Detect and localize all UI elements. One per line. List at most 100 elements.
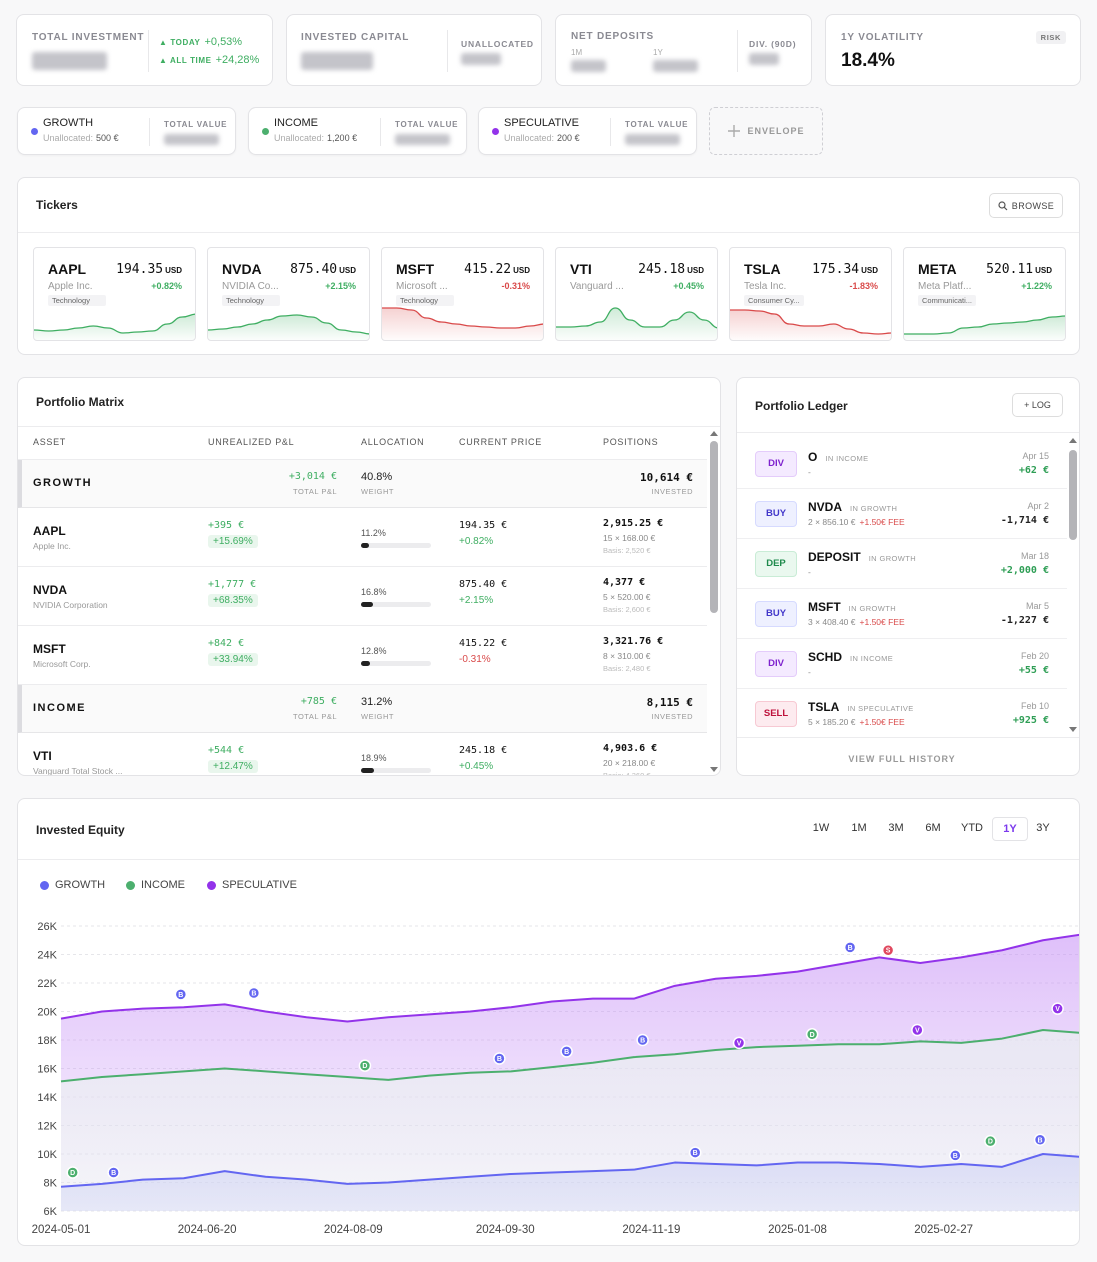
price-change: -0.31% [459,654,491,665]
envelope-card[interactable]: SPECULATIVE Unallocated: 200 € TOTAL VALUE [478,107,697,155]
divider [610,118,611,146]
allocation-bar [361,602,373,607]
series-line [60,1029,1079,1083]
price-change: +2.15% [459,595,494,606]
ledger-entry[interactable]: BUY MSFT IN GROWTH 3 × 408.40 € +1.50€ FEE Ma… [737,589,1067,639]
browse-button[interactable]: BROWSE [989,193,1063,218]
y-tick-label: 10K [37,1149,57,1161]
entry-detail: 5 × 185.20 € [808,717,856,727]
add-envelope-button[interactable]: ENVELOPE [709,107,823,155]
search-icon [998,200,1008,210]
asset-row[interactable]: MSFT Microsoft Corp. +842 € +33.94% 12.8% 415… [18,626,707,685]
event-marker-label: B [693,1150,698,1157]
positions-value: 2,915.25 € [603,518,664,529]
allocation-track [361,602,431,607]
ledger-entry[interactable]: BUY NVDA IN GROWTH 2 × 856.10 € +1.50€ FEE Ap… [737,489,1067,539]
entry-symbol: NVDA [808,500,843,514]
range-button[interactable]: 3M [888,822,904,834]
change-value: +24,28% [215,54,260,66]
ticker-card[interactable]: TSLA 175.34 USD Tesla Inc. -1.83% Consumer Cy… [729,247,892,341]
entry-detail-row: 5 × 185.20 € +1.50€ FEE [808,717,905,727]
volatility-value: 18.4% [841,50,895,71]
group-name: INCOME [33,702,86,714]
event-marker-label: V [915,1028,920,1035]
entry-type: BUY [755,601,797,627]
event-marker [949,1149,962,1162]
label: NET DEPOSITS [571,31,654,42]
range-button[interactable]: 6M [925,822,941,834]
scroll-down [1069,727,1077,732]
ticker-price: 194.35 [116,262,164,277]
ledger-entry[interactable]: DIV SCHD IN INCOME - Feb 20 +55 € [737,639,1067,689]
ticker-card[interactable]: META 520.11 USD Meta Platf... +1.22% Communic… [903,247,1066,341]
entry-amount: -1,227 € [1000,615,1049,626]
current-price: 245.18 € [459,745,508,756]
positions-value: 3,321.76 € [603,636,664,647]
label: INVESTED [651,487,693,496]
divider [18,459,707,460]
scrollbar [710,431,718,772]
unallocated-row: Unallocated: 500 € [43,133,119,143]
event-marker [560,1045,573,1058]
invested-capital-card: INVESTED CAPITAL UNALLOCATED [286,14,542,86]
legend-dot [126,880,135,890]
ledger-entry[interactable]: DEP DEPOSIT IN GROWTH - Mar 18 +2,000 € [737,539,1067,589]
entry-envelope: IN INCOME [850,654,894,663]
equity-chart: 6K 8K 10K 12K 14K 16K 18K 20K 22K 24K 26K 2024-05-0… [32,921,1079,1236]
envelope-card[interactable]: GROWTH Unallocated: 500 € TOTAL VALUE [17,107,236,155]
series-line [60,1153,1079,1188]
ticker-name: Tesla Inc. [744,281,787,292]
event-marker [688,1146,702,1159]
value: 1,200 € [327,133,358,143]
event-marker-label: D [70,1170,75,1177]
label: Unallocated: [43,133,94,143]
asset-symbol: AAPL [33,524,66,538]
asset-row[interactable]: NVDA NVIDIA Corporation +1,777 € +68.35% 16.… [18,567,707,626]
event-marker [66,1166,79,1179]
legend-label: SPECULATIVE [222,879,297,891]
range-button[interactable]: 3Y [1036,822,1050,834]
group-allocation: 40.8% [361,471,393,483]
range-button[interactable]: YTD [961,822,983,834]
label: TOTAL P&L [293,712,337,721]
ticker-name: NVIDIA Co... [222,281,279,292]
ticker-card[interactable]: NVDA 875.40 USD NVIDIA Co... +2.15% Technolog… [207,247,370,341]
label: TOTAL VALUE [625,120,689,129]
asset-pnl-pct: +68.35% [208,594,258,607]
event-marker-label: B [640,1038,645,1045]
ticker-sector: Technology [222,295,280,306]
event-marker-label: V [737,1040,742,1047]
range-button[interactable]: 1W [812,822,830,834]
divider [737,432,1079,433]
envelope-card[interactable]: INCOME Unallocated: 1,200 € TOTAL VALUE [248,107,467,155]
allocation-bar [361,661,370,666]
entry-envelope: IN SPECULATIVE [847,704,914,713]
ticker-card[interactable]: VTI 245.18 USD Vanguard ... +0.45% [555,247,718,341]
ticker-card[interactable]: MSFT 415.22 USD Microsoft ... -0.31% Technolo… [381,247,544,341]
event-marker-label: B [497,1056,502,1063]
ticker-price-row: 194.35 USD [116,262,182,277]
divider [380,118,381,146]
entry-title: NVDA IN GROWTH [808,500,897,514]
event-marker-label: B [251,990,256,997]
panel-title: Portfolio Matrix [36,395,125,409]
ledger-entry[interactable]: DIV O IN INCOME - Apr 15 +62 € [737,439,1067,489]
positions-basis: Basis: 2,520 € [603,546,651,555]
label: UNALLOCATED [461,39,534,49]
risk-badge: RISK [1035,31,1066,44]
ticker-card[interactable]: AAPL 194.35 USD Apple Inc. +0.82% Technology [33,247,196,341]
label: TOTAL P&L [293,487,337,496]
entry-envelope: IN INCOME [825,454,869,463]
range-button[interactable]: 1M [851,822,867,834]
asset-row[interactable]: VTI Vanguard Total Stock ... +544 € +12.47%… [18,733,707,775]
y-tick-label: 14K [37,1092,57,1104]
range-button[interactable]: 1Y [992,817,1028,841]
view-history-link[interactable]: VIEW FULL HISTORY [848,754,956,764]
asset-row[interactable]: AAPL Apple Inc. +395 € +15.69% 11.2% 194.35 €… [18,508,707,567]
ledger-entry[interactable]: SELL TSLA IN SPECULATIVE 5 × 185.20 € +1.50€… [737,689,1067,737]
scroll-thumb [1069,450,1077,540]
series-area [61,1154,1079,1211]
log-button[interactable]: + LOG [1012,393,1063,417]
blurred-value [301,52,373,70]
x-tick-label: 2024-06-20 [178,1224,237,1236]
